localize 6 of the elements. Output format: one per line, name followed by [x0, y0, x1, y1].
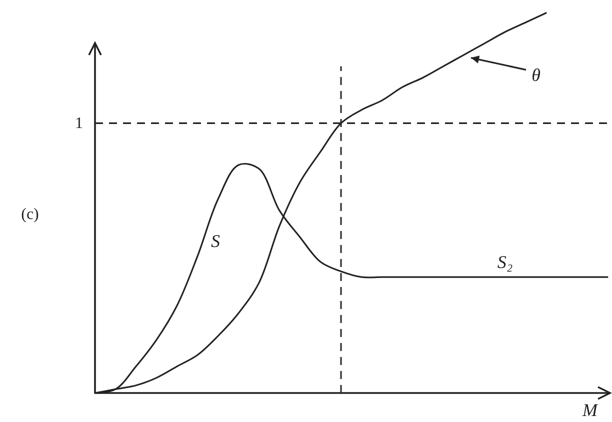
- series-label: S: [211, 231, 220, 252]
- x-axis-title: M: [582, 400, 598, 420]
- ref-line-label: 1: [75, 115, 83, 132]
- legend-label: θ: [532, 64, 541, 85]
- annotation: S₂: [497, 252, 513, 272]
- text: (c): [21, 206, 39, 223]
